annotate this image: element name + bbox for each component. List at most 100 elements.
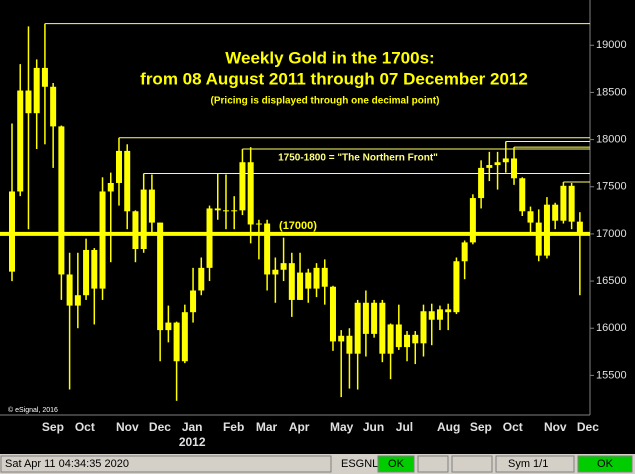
candle-body <box>41 67 48 87</box>
copyright: © eSignal, 2016 <box>8 406 58 414</box>
x-year-label: 2012 <box>179 435 206 449</box>
x-tick-label: Sep <box>470 420 492 434</box>
candle-body <box>297 272 304 300</box>
candle-body <box>247 162 254 225</box>
candle-body <box>264 223 271 275</box>
candle-body <box>9 191 15 272</box>
candle-body <box>346 335 353 354</box>
y-tick-label: 15500 <box>596 369 627 381</box>
candle-body <box>395 324 402 348</box>
candle-body <box>478 167 485 199</box>
candle-body <box>124 150 131 212</box>
candle-body <box>329 286 336 342</box>
x-tick-label: Jun <box>363 420 384 434</box>
candle-body <box>511 158 518 179</box>
candle-body <box>552 204 559 221</box>
status-ok: OK <box>597 458 614 470</box>
candle-body <box>115 150 122 183</box>
candle-body <box>560 185 567 221</box>
candle-body <box>132 211 139 249</box>
status-field <box>451 455 493 473</box>
x-tick-label: Jul <box>396 420 413 434</box>
status-feed-ok: OK <box>388 458 405 470</box>
candle-body <box>280 263 287 270</box>
chart-title: Weekly Gold in the 1700s: <box>225 48 434 67</box>
candle-body <box>338 335 345 342</box>
x-tick-label: Jan <box>182 420 203 434</box>
candle-body <box>436 309 443 320</box>
status-field <box>0 455 332 473</box>
candle-body <box>576 221 583 233</box>
candle-body <box>502 158 509 163</box>
candle-body <box>543 204 550 256</box>
candle-body <box>486 165 493 168</box>
plot-area <box>0 23 594 401</box>
x-tick-label: Aug <box>437 420 460 434</box>
status-field <box>495 455 575 473</box>
candle-body <box>404 334 411 348</box>
candle-body <box>527 211 534 223</box>
candle-body <box>305 272 312 289</box>
candle-body <box>198 267 205 291</box>
x-tick-label: Mar <box>256 420 278 434</box>
candle-body <box>99 191 106 289</box>
candle-body <box>535 222 542 256</box>
y-tick-label: 17500 <box>596 181 627 193</box>
status-symbol: Sym 1/1 <box>508 458 548 470</box>
candle-body <box>461 242 468 262</box>
status-datetime: Sat Apr 11 04:34:35 2020 <box>5 458 129 470</box>
y-tick-label: 16500 <box>596 275 627 287</box>
candle-body <box>387 324 394 354</box>
y-tick-label: 16000 <box>596 322 627 334</box>
reference-label: (17000) <box>279 220 317 232</box>
candle-body <box>91 249 98 289</box>
x-tick-label: Dec <box>577 420 599 434</box>
candle-body <box>379 302 386 354</box>
y-tick-label: 19000 <box>596 39 627 51</box>
x-tick-label: Oct <box>503 420 523 434</box>
x-tick-label: Oct <box>75 420 95 434</box>
annotation: 1750-1800 = "The Northern Front" <box>278 153 438 164</box>
candle-body <box>313 267 320 289</box>
candle-body <box>214 208 221 211</box>
candle-body <box>58 126 65 275</box>
candle-body <box>173 322 180 362</box>
candle-body <box>412 334 419 344</box>
candle-body <box>148 189 155 223</box>
y-tick-label: 18500 <box>596 86 627 98</box>
y-tick-label: 18000 <box>596 133 627 145</box>
x-tick-label: Nov <box>544 420 567 434</box>
candle-body <box>453 261 460 313</box>
x-tick-label: May <box>330 420 354 434</box>
candle-body <box>469 198 476 243</box>
chart-note: (Pricing is displayed through one decima… <box>211 96 440 107</box>
candle-body <box>288 263 295 300</box>
candle-body <box>362 302 369 334</box>
candle-body <box>17 90 24 192</box>
candle-body <box>494 162 501 166</box>
candle-body <box>181 312 188 362</box>
candle-body <box>321 267 328 287</box>
candle-body <box>231 210 238 212</box>
chart-subtitle: from 08 August 2011 through 07 December … <box>140 69 528 88</box>
candle-body <box>371 302 378 334</box>
candle-body <box>445 309 452 313</box>
candle-body <box>66 274 73 306</box>
candle-body <box>25 90 32 114</box>
candle-body <box>107 182 114 192</box>
y-tick-label: 17000 <box>596 228 627 240</box>
candle-body <box>140 189 147 249</box>
x-tick-label: Nov <box>116 420 139 434</box>
candle-body <box>74 295 81 306</box>
candle-body <box>165 322 172 331</box>
x-tick-label: Sep <box>42 420 64 434</box>
candle-body <box>33 67 40 114</box>
candle-body <box>206 208 213 268</box>
candle-body <box>50 86 57 127</box>
status-bar: Sat Apr 11 04:34:35 2020 ESGNL: OK Sym 1… <box>0 454 635 474</box>
candle-body <box>83 249 90 296</box>
x-tick-label: Feb <box>223 420 244 434</box>
